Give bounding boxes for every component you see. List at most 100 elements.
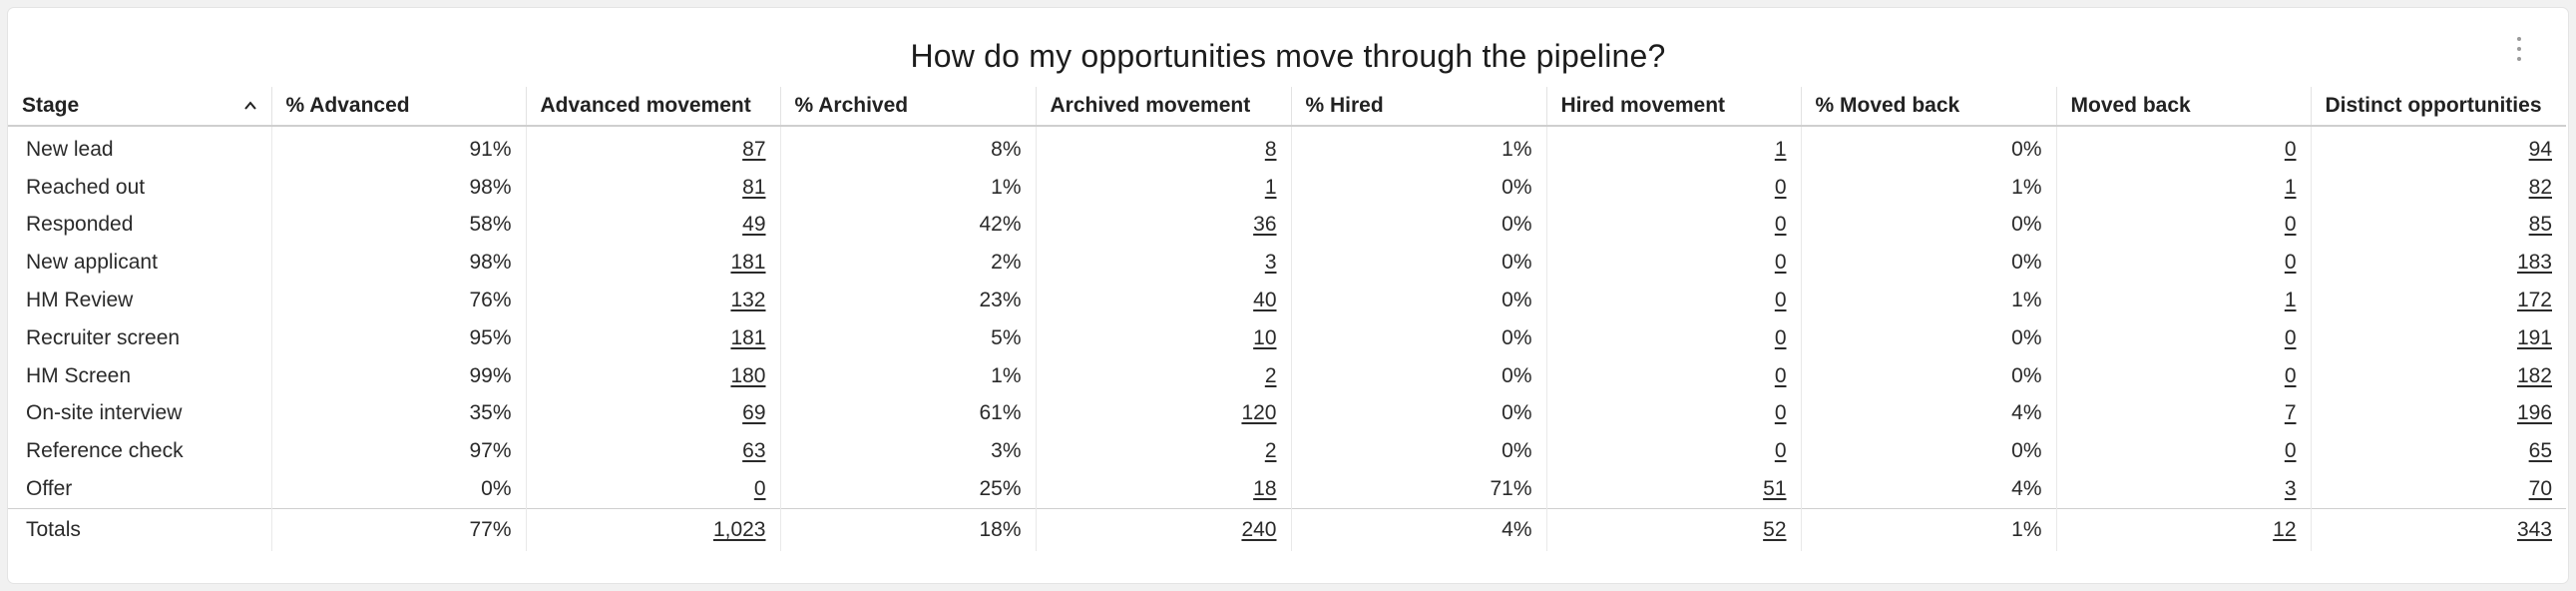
column-header-stage[interactable]: Stage	[8, 87, 271, 127]
cell-link-advanced-movement[interactable]: 81	[742, 175, 766, 199]
cell-link-archived-movement[interactable]: 2	[1264, 439, 1277, 463]
column-header-distinct-opportunities[interactable]: Distinct opportunities	[2310, 87, 2566, 127]
cell-hired-movement: 1	[1545, 126, 1801, 169]
cell-advanced-movement: 87	[525, 126, 780, 169]
cell-moved-back: 1	[2055, 282, 2311, 319]
cell-link-archived-movement[interactable]: 40	[1253, 289, 1277, 312]
cell-link-moved-back[interactable]: 0	[2284, 137, 2297, 161]
cell-link-archived-movement[interactable]: 2	[1264, 363, 1277, 387]
cell-link-archived-movement[interactable]: 120	[1241, 401, 1277, 425]
cell-stage: Responded	[26, 213, 134, 237]
cell-moved-back: 0	[2055, 244, 2311, 283]
cell-pct-advanced: 99%	[270, 356, 526, 395]
total-link-moved-back[interactable]: 12	[2273, 517, 2297, 541]
cell-link-moved-back[interactable]: 0	[2284, 439, 2297, 463]
cell-pct-moved-back: 4%	[1800, 394, 2056, 433]
total-stage: Totals	[8, 507, 271, 551]
cell-link-advanced-movement[interactable]: 0	[753, 477, 766, 501]
cell-pct-hired: 0%	[1290, 318, 1546, 357]
total-pct-archived: 18%	[779, 507, 1036, 551]
column-header-pct-moved-back[interactable]: % Moved back	[1800, 87, 2056, 127]
cell-stage: HM Review	[26, 289, 134, 312]
total-link-advanced-movement[interactable]: 1,023	[712, 517, 766, 541]
cell-hired-movement: 0	[1545, 394, 1801, 433]
cell-link-moved-back[interactable]: 0	[2284, 251, 2297, 275]
cell-link-distinct-opportunities[interactable]: 182	[2516, 363, 2552, 387]
cell-stage: Offer	[26, 477, 73, 501]
cell-pct-hired: 0%	[1290, 244, 1546, 283]
cell-moved-back: 0	[2055, 356, 2311, 395]
total-hired-movement: 52	[1545, 507, 1801, 551]
cell-link-distinct-opportunities[interactable]: 183	[2516, 251, 2552, 275]
table-row: New applicant 98% 181 2% 3 0% 0 0% 0 183	[8, 244, 2566, 283]
cell-link-advanced-movement[interactable]: 69	[742, 401, 766, 425]
table-row: Recruiter screen 95% 181 5% 10 0% 0 0% 0 191	[8, 318, 2566, 357]
column-header-moved-back[interactable]: Moved back	[2055, 87, 2311, 127]
cell-link-hired-movement[interactable]: 0	[1774, 439, 1787, 463]
cell-link-advanced-movement[interactable]: 181	[730, 251, 766, 275]
cell-link-archived-movement[interactable]: 8	[1264, 137, 1277, 161]
cell-link-moved-back[interactable]: 1	[2284, 175, 2297, 199]
cell-link-archived-movement[interactable]: 1	[1264, 175, 1277, 199]
cell-link-distinct-opportunities[interactable]: 94	[2528, 137, 2552, 161]
cell-pct-moved-back: 0%	[1800, 432, 2056, 471]
cell-link-advanced-movement[interactable]: 49	[742, 213, 766, 237]
cell-link-distinct-opportunities[interactable]: 191	[2516, 325, 2552, 349]
cell-pct-archived: 5%	[779, 318, 1036, 357]
more-vertical-icon[interactable]	[2512, 34, 2526, 64]
cell-moved-back: 7	[2055, 394, 2311, 433]
cell-link-moved-back[interactable]: 0	[2284, 213, 2297, 237]
cell-link-archived-movement[interactable]: 10	[1253, 325, 1277, 349]
column-header-archived-movement[interactable]: Archived movement	[1035, 87, 1291, 127]
total-link-archived-movement[interactable]: 240	[1241, 517, 1277, 541]
cell-moved-back: 1	[2055, 168, 2311, 207]
cell-link-advanced-movement[interactable]: 180	[730, 363, 766, 387]
cell-archived-movement: 120	[1035, 394, 1291, 433]
cell-link-archived-movement[interactable]: 18	[1253, 477, 1277, 501]
column-header-pct-archived[interactable]: % Archived	[779, 87, 1036, 127]
cell-link-hired-movement[interactable]: 0	[1774, 325, 1787, 349]
cell-link-moved-back[interactable]: 1	[2284, 289, 2297, 312]
cell-link-distinct-opportunities[interactable]: 85	[2528, 213, 2552, 237]
cell-link-hired-movement[interactable]: 0	[1774, 401, 1787, 425]
cell-link-advanced-movement[interactable]: 87	[742, 137, 766, 161]
cell-link-hired-movement[interactable]: 0	[1774, 251, 1787, 275]
cell-link-hired-movement[interactable]: 0	[1774, 289, 1787, 312]
cell-link-moved-back[interactable]: 0	[2284, 325, 2297, 349]
cell-link-archived-movement[interactable]: 3	[1264, 251, 1277, 275]
cell-link-distinct-opportunities[interactable]: 172	[2516, 289, 2552, 312]
total-link-hired-movement[interactable]: 52	[1763, 517, 1787, 541]
table-row: On-site interview 35% 69 61% 120 0% 0 4% 7 196	[8, 394, 2566, 433]
cell-link-moved-back[interactable]: 3	[2284, 477, 2297, 501]
cell-link-distinct-opportunities[interactable]: 65	[2528, 439, 2552, 463]
cell-pct-hired: 1%	[1290, 126, 1546, 169]
cell-link-distinct-opportunities[interactable]: 82	[2528, 175, 2552, 199]
cell-link-moved-back[interactable]: 7	[2284, 401, 2297, 425]
column-header-pct-advanced[interactable]: % Advanced	[270, 87, 526, 127]
cell-link-advanced-movement[interactable]: 132	[730, 289, 766, 312]
total-archived-movement: 240	[1035, 507, 1291, 551]
cell-archived-movement: 1	[1035, 168, 1291, 207]
cell-link-hired-movement[interactable]: 0	[1774, 213, 1787, 237]
column-header-pct-hired[interactable]: % Hired	[1290, 87, 1546, 127]
cell-link-moved-back[interactable]: 0	[2284, 363, 2297, 387]
column-header-hired-movement[interactable]: Hired movement	[1545, 87, 1801, 127]
chevron-up-icon[interactable]	[243, 99, 257, 113]
column-header-advanced-movement[interactable]: Advanced movement	[525, 87, 780, 127]
total-link-distinct-opportunities[interactable]: 343	[2516, 517, 2552, 541]
cell-link-hired-movement[interactable]: 0	[1774, 175, 1787, 199]
cell-link-hired-movement[interactable]: 51	[1763, 477, 1787, 501]
cell-link-hired-movement[interactable]: 1	[1774, 137, 1787, 161]
cell-moved-back: 0	[2055, 126, 2311, 169]
cell-link-advanced-movement[interactable]: 181	[730, 325, 766, 349]
cell-link-advanced-movement[interactable]: 63	[742, 439, 766, 463]
cell-hired-movement: 0	[1545, 206, 1801, 245]
cell-link-distinct-opportunities[interactable]: 70	[2528, 477, 2552, 501]
cell-archived-movement: 40	[1035, 282, 1291, 319]
cell-link-distinct-opportunities[interactable]: 196	[2516, 401, 2552, 425]
cell-distinct-opportunities: 183	[2310, 244, 2566, 283]
cell-link-hired-movement[interactable]: 0	[1774, 363, 1787, 387]
cell-link-archived-movement[interactable]: 36	[1253, 213, 1277, 237]
cell-advanced-movement: 0	[525, 470, 780, 509]
pipeline-table: Stage % Advanced Advanced movement % Arc…	[8, 87, 2566, 551]
